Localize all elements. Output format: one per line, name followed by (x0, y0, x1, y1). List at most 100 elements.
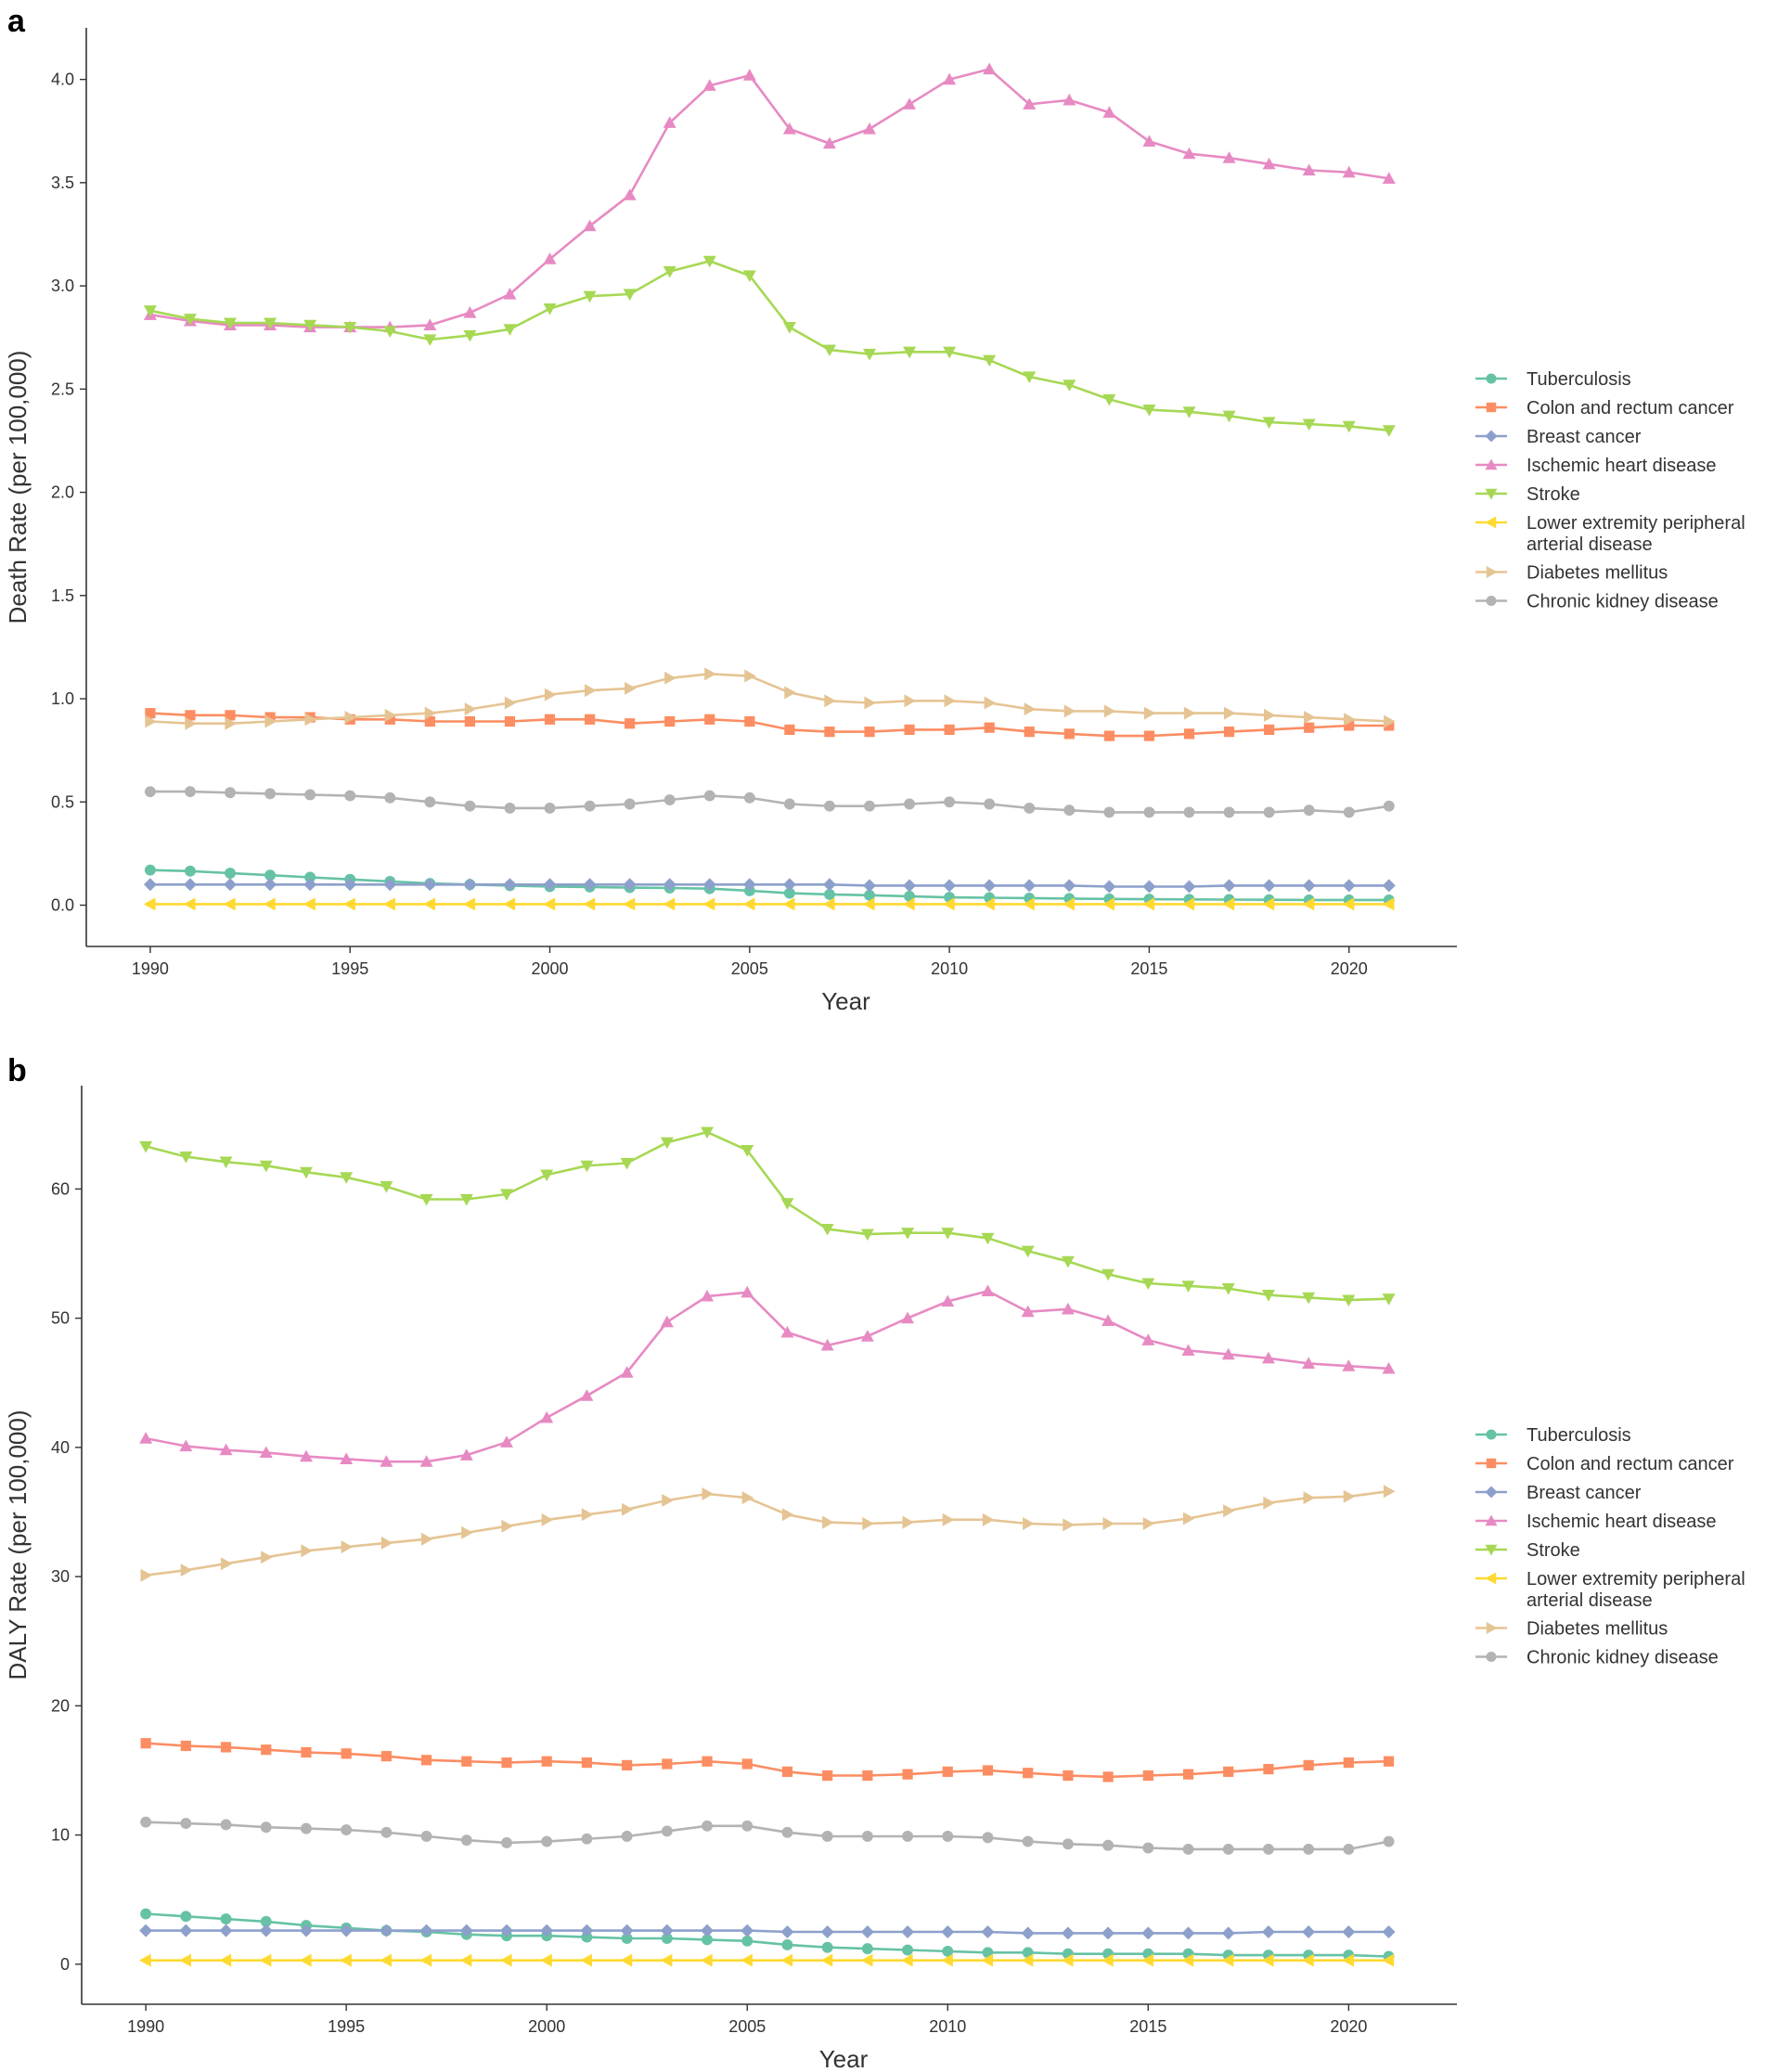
y-tick-label: 3.0 (51, 277, 74, 295)
data-point-chronic-kidney-disease (944, 796, 956, 808)
data-point-diabetes-mellitus (982, 1512, 995, 1526)
data-point-tuberculosis (180, 1911, 192, 1923)
data-point-colon-and-rectum-cancer (1383, 1756, 1395, 1767)
legend-marker-stroke (1485, 1544, 1498, 1556)
data-point-lower-extremity-peripheral-arterial-disease (820, 1953, 833, 1967)
data-point-chronic-kidney-disease (783, 798, 795, 810)
data-point-lower-extremity-peripheral-arterial-disease (1342, 1953, 1354, 1967)
data-point-diabetes-mellitus (420, 1532, 433, 1546)
data-point-lower-extremity-peripheral-arterial-disease (863, 897, 875, 911)
data-point-ischemic-heart-disease (702, 79, 716, 91)
chart-daly-rate: 0 10 20 30 40 50 60 1990 1995 2000 2005 2010 2015 202… (4, 1086, 1746, 2072)
x-tick-label: 2010 (929, 2017, 966, 2036)
data-point-diabetes-mellitus (1343, 1489, 1356, 1503)
y-tick-label: 1.0 (51, 689, 74, 708)
data-point-lower-extremity-peripheral-arterial-disease (623, 897, 636, 911)
data-point-lower-extremity-peripheral-arterial-disease (1382, 1953, 1395, 1967)
data-point-lower-extremity-peripheral-arterial-disease (901, 1953, 913, 1967)
data-point-colon-and-rectum-cancer (1063, 1770, 1074, 1782)
data-point-stroke (183, 314, 197, 326)
data-point-ischemic-heart-disease (1061, 1302, 1075, 1315)
data-point-diabetes-mellitus (220, 1557, 233, 1571)
data-point-colon-and-rectum-cancer (501, 1757, 512, 1769)
data-point-stroke (1142, 404, 1156, 417)
data-point-diabetes-mellitus (544, 688, 557, 701)
data-point-stroke (701, 1126, 715, 1139)
data-point-lower-extremity-peripheral-arterial-disease (1102, 1953, 1114, 1967)
data-point-breast-cancer (503, 878, 517, 892)
data-point-stroke (1222, 410, 1236, 423)
data-point-colon-and-rectum-cancer (341, 1748, 352, 1759)
data-point-lower-extremity-peripheral-arterial-disease (419, 1953, 432, 1967)
data-point-stroke (540, 1169, 554, 1182)
data-point-colon-and-rectum-cancer (1103, 730, 1114, 741)
data-point-breast-cancer (1141, 1926, 1155, 1940)
y-tick-label: 0.0 (51, 896, 74, 915)
data-point-lower-extremity-peripheral-arterial-disease (1302, 897, 1315, 911)
legend: Tuberculosis Colon and rectum cancer Breas… (1475, 1425, 1746, 1668)
y-axis-label: Death Rate (per 100,000) (4, 351, 32, 624)
data-point-colon-and-rectum-cancer (225, 710, 236, 721)
x-tick-label: 1995 (328, 2017, 365, 2036)
data-point-diabetes-mellitus (1102, 1517, 1115, 1531)
data-point-diabetes-mellitus (180, 1564, 193, 1577)
data-point-lower-extremity-peripheral-arterial-disease (219, 1953, 232, 1967)
data-point-colon-and-rectum-cancer (822, 1770, 833, 1782)
data-point-stroke (303, 319, 317, 332)
data-point-stroke (943, 346, 957, 359)
data-point-ischemic-heart-disease (1342, 165, 1356, 178)
series-line-chronic-kidney-disease (149, 790, 1389, 814)
data-point-colon-and-rectum-cancer (1263, 1763, 1274, 1775)
data-point-stroke (983, 354, 997, 367)
data-point-breast-cancer (380, 1924, 393, 1937)
data-point-stroke (822, 344, 836, 357)
data-point-breast-cancer (580, 1924, 594, 1937)
data-point-colon-and-rectum-cancer (464, 715, 475, 727)
data-point-breast-cancer (660, 1924, 674, 1937)
data-point-lower-extremity-peripheral-arterial-disease (943, 897, 955, 911)
data-point-lower-extremity-peripheral-arterial-disease (499, 1953, 512, 1967)
data-point-diabetes-mellitus (904, 694, 917, 708)
data-point-ischemic-heart-disease (903, 97, 917, 109)
data-point-stroke (742, 270, 756, 282)
data-point-colon-and-rectum-cancer (1143, 730, 1155, 741)
data-point-ischemic-heart-disease (1181, 1344, 1195, 1357)
data-point-lower-extremity-peripheral-arterial-disease (580, 1953, 593, 1967)
data-point-colon-and-rectum-cancer (784, 724, 795, 736)
data-point-breast-cancer (620, 1924, 634, 1937)
data-point-breast-cancer (741, 1924, 754, 1937)
data-point-lower-extremity-peripheral-arterial-disease (299, 1953, 312, 1967)
data-point-colon-and-rectum-cancer (220, 1742, 232, 1753)
data-point-diabetes-mellitus (1223, 706, 1236, 720)
data-point-diabetes-mellitus (864, 696, 876, 710)
data-point-ischemic-heart-disease (701, 1289, 715, 1302)
data-point-lower-extremity-peripheral-arterial-disease (782, 897, 795, 911)
data-point-colon-and-rectum-cancer (1023, 1768, 1034, 1779)
chart-death-rate: 0.0 0.5 1.0 1.5 2.0 2.5 3.0 3.5 4.0 1990 1995 2000 2… (4, 28, 1746, 1015)
x-tick-label: 1990 (127, 2017, 164, 2036)
data-point-lower-extremity-peripheral-arterial-disease (224, 897, 236, 911)
series-line-colon-and-rectum-cancer (149, 712, 1389, 738)
x-tick-label: 1990 (132, 959, 169, 978)
data-point-lower-extremity-peripheral-arterial-disease (1063, 897, 1075, 911)
data-point-ischemic-heart-disease (499, 1435, 513, 1448)
data-point-diabetes-mellitus (264, 714, 277, 728)
data-point-lower-extremity-peripheral-arterial-disease (1261, 1953, 1274, 1967)
data-point-chronic-kidney-disease (424, 796, 436, 808)
legend-marker-colon-and-rectum-cancer (1486, 402, 1497, 413)
data-point-chronic-kidney-disease (661, 1825, 673, 1837)
data-point-chronic-kidney-disease (1262, 1843, 1274, 1855)
data-point-breast-cancer (499, 1924, 513, 1937)
data-point-ischemic-heart-disease (380, 1455, 393, 1467)
data-point-lower-extremity-peripheral-arterial-disease (503, 897, 516, 911)
y-axis-label: DALY Rate (per 100,000) (4, 1410, 32, 1680)
data-point-lower-extremity-peripheral-arterial-disease (1222, 897, 1235, 911)
data-point-diabetes-mellitus (942, 1512, 955, 1526)
legend-label-chronic-kidney-disease: Chronic kidney disease (1527, 592, 1719, 612)
data-point-colon-and-rectum-cancer (702, 1756, 713, 1767)
data-point-diabetes-mellitus (504, 696, 517, 710)
data-point-chronic-kidney-disease (982, 1832, 994, 1844)
x-tick-label: 2005 (728, 2017, 766, 2036)
data-point-ischemic-heart-disease (179, 1439, 193, 1452)
data-point-chronic-kidney-disease (341, 1824, 353, 1835)
